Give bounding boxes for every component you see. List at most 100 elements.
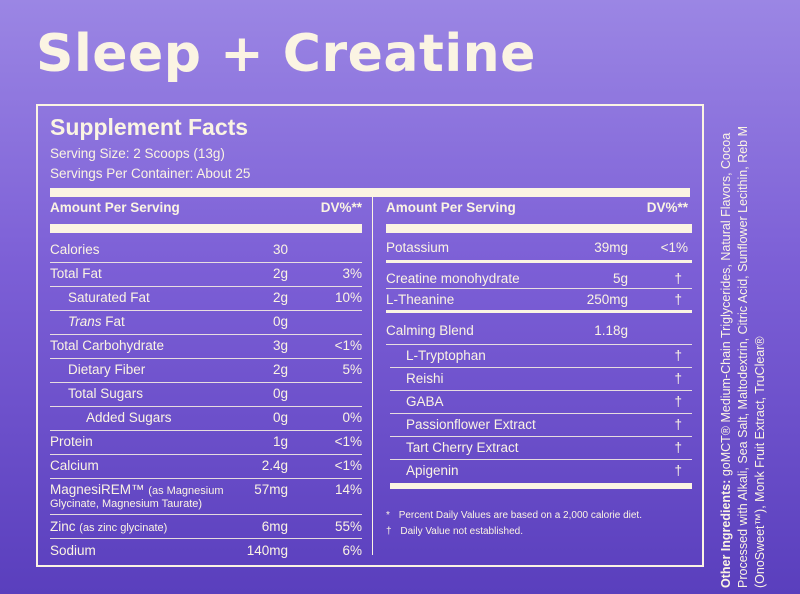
nutrient-row: Zinc (as zinc glycinate) 6mg 55%: [50, 514, 362, 539]
nutrient-amount: 0g: [272, 386, 288, 401]
nutrient-amount: 3g: [272, 338, 288, 353]
nutrient-dv: †: [674, 292, 682, 307]
header-thick-rule: [386, 224, 692, 233]
footnote-star: * Percent Daily Values are based on a 2,…: [386, 510, 642, 521]
nutrient-name: Reishi: [406, 371, 444, 386]
column-divider: [372, 196, 373, 555]
blend-item: Apigenin †: [390, 459, 692, 489]
nutrient-name: MagnesiREM™ (as Magnesium: [50, 482, 224, 497]
nutrient-name: Zinc (as zinc glycinate): [50, 519, 167, 534]
nutrient-dv: †: [674, 271, 682, 286]
nutrient-name: Creatine monohydrate: [386, 271, 520, 286]
dagger-text: Daily Value not established.: [400, 526, 524, 537]
nutrient-row: Total Fat 2g 3%: [50, 262, 362, 287]
nutrient-row: Creatine monohydrate 5g †: [386, 268, 692, 289]
nutrient-row: Trans Fat 0g: [50, 310, 362, 335]
nutrient-name: Dietary Fiber: [68, 362, 146, 377]
amount-per-serving-header: Amount Per Serving: [386, 200, 516, 215]
blend-item: GABA †: [390, 390, 692, 414]
blend-item: Passionflower Extract †: [390, 413, 692, 437]
nutrient-row: Saturated Fat 2g 10%: [50, 286, 362, 311]
nutrient-row: L-Theanine 250mg †: [386, 288, 692, 313]
nutrient-dv: †: [674, 417, 682, 432]
serving-size: Serving Size: 2 Scoops (13g): [50, 146, 225, 161]
nutrient-dv: 10%: [334, 290, 362, 305]
star-text: Percent Daily Values are based on a 2,00…: [398, 510, 642, 521]
page-title: Sleep + Creatine: [36, 24, 536, 84]
nutrient-amount: 1.18g: [594, 323, 628, 338]
nutrient-amount: 6mg: [261, 519, 288, 534]
thick-divider: [50, 188, 690, 197]
nutrient-row: Total Carbohydrate 3g <1%: [50, 334, 362, 359]
nutrient-amount: 0g: [272, 410, 288, 425]
nutrient-amount: 2g: [272, 290, 288, 305]
nutrient-name: Apigenin: [406, 463, 459, 478]
nutrient-amount: 57mg: [254, 482, 288, 497]
dv-header: DV%**: [320, 200, 362, 215]
nutrient-row: Total Sugars 0g: [50, 382, 362, 407]
supplement-facts-panel: Supplement Facts Serving Size: 2 Scoops …: [36, 104, 704, 567]
magnesirem-note-line2: Glycinate, Magnesium Taurate): [50, 498, 203, 510]
nutrient-name: Sodium: [50, 543, 96, 558]
nutrient-amount: 5g: [612, 271, 628, 286]
nutrient-amount: 250mg: [586, 292, 628, 307]
footnote-dagger: † Daily Value not established.: [386, 526, 523, 537]
nutrient-row: Potassium 39mg <1%: [386, 236, 692, 263]
zinc-note: (as zinc glycinate): [79, 522, 168, 534]
trans-rest: Fat: [101, 314, 125, 329]
blend-item: Tart Cherry Extract †: [390, 436, 692, 460]
nutrient-amount: 2g: [272, 266, 288, 281]
nutrient-dv: 3%: [342, 266, 362, 281]
other-ingredients-label: Other Ingredients:: [719, 479, 733, 588]
zinc-name: Zinc: [50, 519, 76, 534]
nutrient-dv: †: [674, 463, 682, 478]
nutrient-amount: 1g: [272, 434, 288, 449]
nutrient-dv: †: [674, 348, 682, 363]
nutrient-dv: <1%: [334, 434, 362, 449]
nutrient-dv: †: [674, 440, 682, 455]
nutrient-dv: †: [674, 371, 682, 386]
trans-italic: Trans: [68, 314, 102, 329]
star-symbol: *: [386, 510, 390, 521]
dagger-symbol: †: [386, 526, 392, 537]
nutrient-row: Dietary Fiber 2g 5%: [50, 358, 362, 383]
nutrient-name: Added Sugars: [86, 410, 172, 425]
nutrient-name: Potassium: [386, 240, 450, 255]
nutrient-name: Total Carbohydrate: [50, 338, 165, 353]
nutrient-name: L-Tryptophan: [406, 348, 486, 363]
nutrient-name: Total Sugars: [68, 386, 144, 401]
nutrient-amount: 2.4g: [261, 458, 288, 473]
nutrient-dv: <1%: [660, 240, 688, 255]
nutrient-name: Trans Fat: [68, 314, 125, 329]
nutrient-dv: <1%: [334, 338, 362, 353]
nutrient-dv: †: [674, 394, 682, 409]
nutrient-dv: 14%: [334, 482, 362, 497]
blend-item: Reishi †: [390, 367, 692, 391]
amount-per-serving-header: Amount Per Serving: [50, 200, 180, 215]
nutrient-name: Total Fat: [50, 266, 102, 281]
blend-item: L-Tryptophan †: [390, 344, 692, 368]
nutrient-amount: 39mg: [594, 240, 628, 255]
nutrient-amount: 0g: [272, 314, 288, 329]
magnesirem-note: (as Magnesium: [148, 485, 224, 497]
right-column-header: Amount Per Serving DV%**: [386, 198, 692, 218]
nutrient-name: Calcium: [50, 458, 99, 473]
nutrient-name: Saturated Fat: [68, 290, 150, 305]
header-thick-rule: [50, 224, 362, 233]
nutrient-dv: 55%: [334, 519, 362, 534]
nutrient-dv: <1%: [334, 458, 362, 473]
nutrient-name: Passionflower Extract: [406, 417, 536, 432]
nutrient-dv: 6%: [342, 543, 362, 558]
nutrient-row: MagnesiREM™ (as Magnesium Glycinate, Mag…: [50, 478, 362, 515]
nutrient-amount: 2g: [272, 362, 288, 377]
servings-per-container: Servings Per Container: About 25: [50, 166, 251, 181]
nutrient-name: L-Theanine: [386, 292, 455, 307]
nutrient-row: Calming Blend 1.18g: [386, 318, 692, 345]
magnesirem-name: MagnesiREM™: [50, 482, 145, 497]
nutrient-name: GABA: [406, 394, 444, 409]
nutrient-row: Sodium 140mg 6%: [50, 538, 362, 562]
nutrient-dv: 5%: [342, 362, 362, 377]
other-ingredients: Other Ingredients: goMCT® Medium-Chain T…: [718, 110, 769, 588]
nutrient-dv: 0%: [342, 410, 362, 425]
nutrient-name: Calming Blend: [386, 323, 474, 338]
